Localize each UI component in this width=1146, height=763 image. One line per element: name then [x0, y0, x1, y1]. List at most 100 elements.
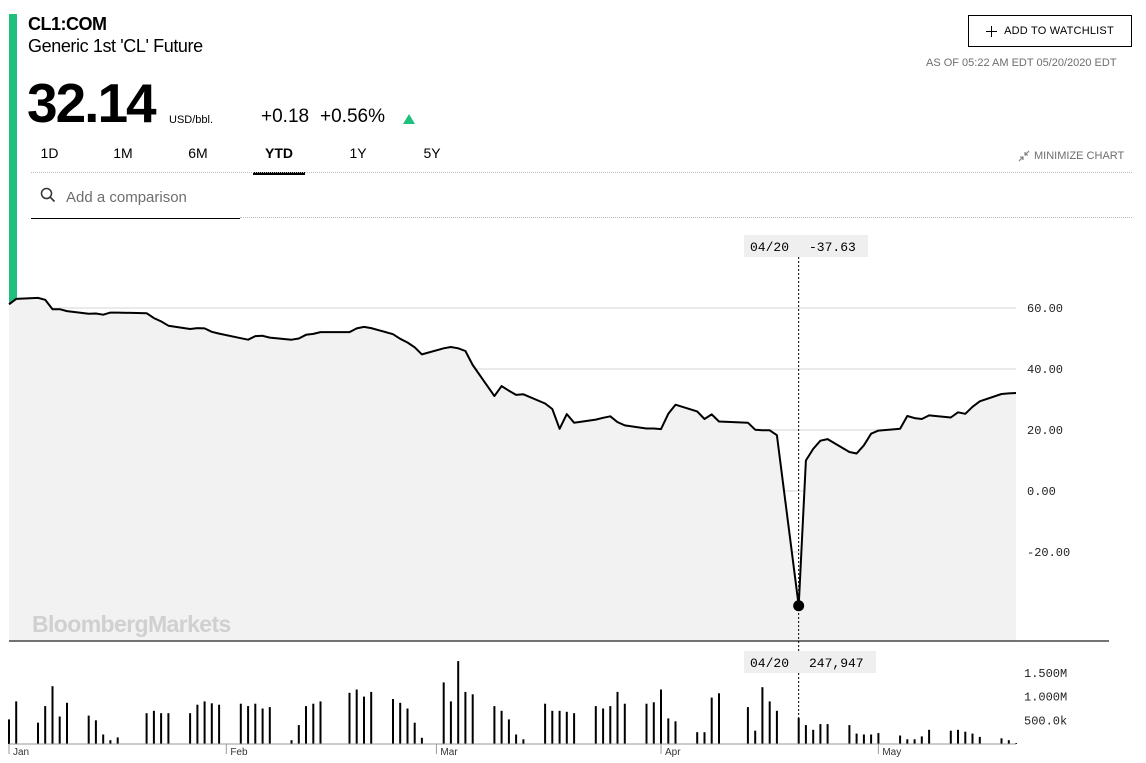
tab-1y[interactable]: 1Y — [349, 145, 367, 161]
volume-bar — [15, 701, 18, 744]
volume-bar — [971, 733, 974, 744]
volume-bar — [855, 733, 858, 744]
volume-bar — [703, 732, 706, 744]
tab-6m[interactable]: 6M — [188, 145, 208, 161]
volume-bar — [457, 661, 460, 744]
tab-1m[interactable]: 1M — [113, 145, 133, 161]
volume-bar — [94, 720, 97, 744]
volume-bar — [507, 719, 510, 744]
volume-bar — [8, 719, 10, 744]
volume-tick-label: 500.0k — [1024, 714, 1067, 728]
volume-bar — [645, 703, 648, 744]
volume-bar — [515, 734, 518, 744]
tab-1d[interactable]: 1D — [40, 145, 59, 161]
volume-bar — [862, 734, 865, 744]
volume-bar — [51, 686, 54, 744]
volume-bar — [196, 704, 199, 744]
search-icon — [40, 187, 56, 203]
price-change: +0.18 — [261, 106, 310, 127]
volume-bar — [804, 725, 807, 744]
volume-bar — [928, 729, 931, 744]
volume-bar — [652, 702, 655, 744]
volume-bar — [718, 693, 720, 744]
price-unit: USD/bbl. — [169, 114, 214, 126]
price-tooltip-box — [744, 235, 868, 257]
plus-icon — [986, 25, 998, 37]
volume-bar — [210, 703, 213, 744]
volume-bar — [290, 740, 293, 744]
volume-bar — [167, 713, 170, 744]
volume-bar — [920, 736, 923, 744]
volume-bar — [58, 716, 61, 744]
volume-bar — [551, 710, 554, 744]
volume-tick-label: 1.000M — [1024, 691, 1067, 705]
volume-tooltip-value: 247,947 — [809, 656, 864, 671]
comparison-search — [31, 180, 240, 219]
volume-tooltip-box — [744, 651, 876, 673]
volume-bar — [370, 691, 373, 744]
volume-bar — [268, 707, 271, 744]
low-point-marker — [793, 600, 805, 612]
price-area — [9, 297, 1016, 641]
volume-bar — [754, 730, 757, 744]
volume-bar — [848, 725, 851, 744]
volume-bar — [819, 724, 822, 744]
volume-bar — [667, 718, 670, 744]
volume-bar — [247, 706, 250, 744]
as-of-timestamp: AS OF 05:22 AM EDT 05/20/2020 EDT — [926, 57, 1117, 69]
volume-bar — [812, 729, 815, 744]
volume-bar — [449, 701, 452, 744]
volume-bar — [623, 703, 626, 744]
volume-bar — [239, 703, 242, 744]
volume-bar — [406, 708, 409, 744]
tab-5y[interactable]: 5Y — [423, 145, 441, 161]
volume-bar — [522, 739, 525, 744]
price-tooltip-value: -37.63 — [809, 240, 856, 255]
volume-bar — [261, 708, 264, 744]
up-arrow-icon — [403, 114, 415, 124]
volume-bar — [870, 734, 873, 744]
volume-bar — [218, 704, 221, 744]
add-comparison-input[interactable] — [66, 186, 236, 208]
volume-tooltip-date: 04/20 — [750, 656, 789, 671]
add-to-watchlist-button[interactable]: ADD TO WATCHLIST — [968, 15, 1132, 47]
volume-bar — [746, 707, 749, 744]
volume-bar — [189, 713, 192, 744]
month-label: Apr — [665, 747, 681, 758]
add-to-watchlist-label: ADD TO WATCHLIST — [1004, 25, 1114, 37]
volume-bar — [297, 725, 300, 744]
volume-bar — [203, 701, 206, 744]
price-axis: 60.00 40.00 20.00 0.00 -20.00 — [1027, 302, 1070, 560]
price-tooltip-date: 04/20 — [750, 240, 789, 255]
volume-bar — [674, 721, 677, 744]
volume-bar — [37, 722, 39, 744]
price-tick-label: -20.00 — [1027, 546, 1070, 560]
volume-bar — [348, 692, 351, 744]
last-price: 32.14 — [27, 72, 157, 134]
volume-bar — [565, 711, 568, 744]
volume-bar — [826, 724, 829, 744]
volume-bar — [913, 739, 916, 744]
volume-bar — [363, 696, 365, 744]
volume-bar — [768, 701, 771, 744]
month-label: May — [882, 747, 901, 758]
volume-bar — [66, 702, 68, 744]
volume-bar — [464, 691, 467, 744]
volume-bar — [594, 706, 597, 744]
volume-bar — [355, 689, 358, 744]
minimize-chart-label: MINIMIZE CHART — [1034, 150, 1125, 162]
month-label: Feb — [230, 747, 248, 758]
volume-bar — [319, 701, 322, 744]
volume-bar — [493, 706, 496, 744]
minimize-chart-button[interactable]: MINIMIZE CHART — [1018, 150, 1124, 162]
volume-bar — [964, 731, 967, 744]
price-tooltip: 04/20 -37.63 — [744, 235, 868, 257]
volume-bar — [558, 710, 561, 744]
tab-ytd[interactable]: YTD — [253, 145, 305, 175]
volume-bars — [8, 661, 1017, 744]
volume-bar — [102, 734, 105, 744]
volume-bar — [442, 682, 445, 744]
volume-bar — [877, 733, 880, 744]
volume-bar — [957, 729, 959, 744]
